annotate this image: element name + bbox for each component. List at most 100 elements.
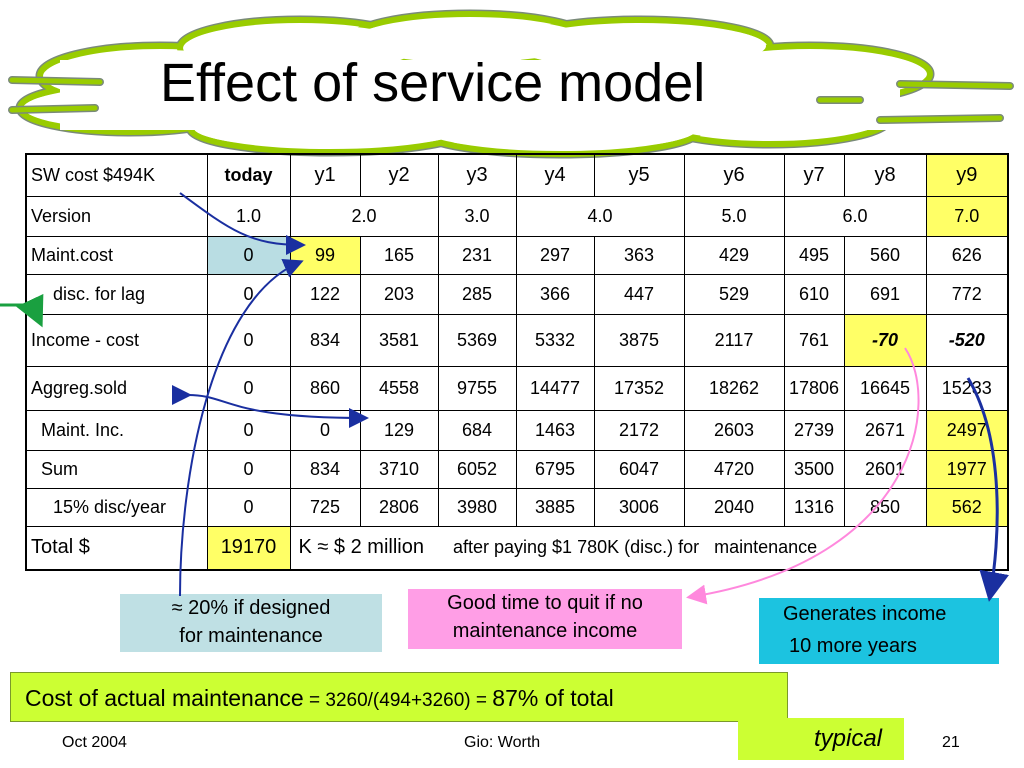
data-cell: 6052 bbox=[437, 449, 517, 489]
quit-note-line: maintenance income bbox=[452, 620, 638, 642]
version-cell: 2.0 bbox=[289, 195, 439, 237]
table-row: Maint. Inc. 0 0 129 684 1463 2172 2603 2… bbox=[25, 409, 1009, 451]
data-cell: 3980 bbox=[437, 487, 517, 527]
data-cell: 285 bbox=[437, 273, 517, 315]
data-cell: 495 bbox=[783, 235, 845, 275]
row-label: Aggreg.sold bbox=[25, 365, 208, 411]
data-cell: 2601 bbox=[843, 449, 927, 489]
version-row: Version 1.0 2.0 3.0 4.0 5.0 6.0 7.0 bbox=[25, 195, 1009, 237]
data-cell: 447 bbox=[593, 273, 685, 315]
data-cell: 2603 bbox=[683, 409, 785, 451]
data-cell: 725 bbox=[289, 487, 361, 527]
data-cell: 3875 bbox=[593, 313, 685, 367]
row-label: 15% disc/year bbox=[25, 487, 208, 527]
data-cell: 2040 bbox=[683, 487, 785, 527]
cost-formula: = 3260/(494+3260) = bbox=[303, 690, 493, 711]
data-cell: 850 bbox=[843, 487, 927, 527]
table-row: Sum 0 834 3710 6052 6795 6047 4720 3500 … bbox=[25, 449, 1009, 489]
data-cell: 297 bbox=[515, 235, 595, 275]
data-cell: 2172 bbox=[593, 409, 685, 451]
total-k: K ≈ $ 2 million bbox=[298, 536, 424, 559]
data-cell: 15233 bbox=[925, 365, 1009, 411]
income-note-line: 10 more years bbox=[789, 635, 917, 657]
year-header: y5 bbox=[593, 153, 685, 197]
year-header: y3 bbox=[437, 153, 517, 197]
year-header: y9 bbox=[925, 153, 1009, 197]
data-cell: 3006 bbox=[593, 487, 685, 527]
data-cell: 4558 bbox=[359, 365, 439, 411]
designed-note: ≈ 20% if designed for maintenance bbox=[120, 594, 382, 652]
total-summary: K ≈ $ 2 million after paying $1 780K (di… bbox=[290, 526, 1008, 570]
data-cell: 5369 bbox=[437, 313, 517, 367]
typical-label: typical bbox=[738, 718, 904, 760]
data-cell: 16645 bbox=[843, 365, 927, 411]
data-cell: 2739 bbox=[783, 409, 845, 451]
data-cell: 761 bbox=[783, 313, 845, 367]
data-cell: 0 bbox=[206, 235, 291, 275]
data-cell: 834 bbox=[289, 313, 361, 367]
table-row: disc. for lag 0 122 203 285 366 447 529 … bbox=[25, 273, 1009, 315]
data-cell: 691 bbox=[843, 273, 927, 315]
cost-summary-bar: Cost of actual maintenance = 3260/(494+3… bbox=[10, 672, 788, 722]
income-note: Generates income 10 more years bbox=[759, 598, 999, 664]
total-label: Total $ bbox=[25, 525, 208, 571]
data-cell: 626 bbox=[925, 235, 1009, 275]
total-value: 19170 bbox=[206, 525, 291, 571]
data-cell: 0 bbox=[206, 409, 291, 451]
table-row: Maint.cost 0 99 165 231 297 363 429 495 … bbox=[25, 235, 1009, 275]
version-cell: 4.0 bbox=[515, 195, 685, 237]
year-header: y2 bbox=[359, 153, 439, 197]
today-header: today bbox=[206, 153, 291, 197]
version-cell: 6.0 bbox=[783, 195, 927, 237]
row-label: Maint.cost bbox=[25, 235, 208, 275]
data-cell: 2671 bbox=[843, 409, 927, 451]
year-header: y6 bbox=[683, 153, 785, 197]
table-row: Aggreg.sold 0 860 4558 9755 14477 17352 … bbox=[25, 365, 1009, 411]
total-note: after paying $1 780K (disc.) for mainten… bbox=[452, 537, 818, 558]
data-cell: 14477 bbox=[515, 365, 595, 411]
year-header: y7 bbox=[783, 153, 845, 197]
cost-lead: Cost of actual maintenance bbox=[25, 685, 304, 711]
cost-tail: 87% of total bbox=[492, 685, 614, 711]
data-cell: 2497 bbox=[925, 409, 1009, 451]
data-cell: 363 bbox=[593, 235, 685, 275]
footer-author: Gio: Worth bbox=[464, 734, 541, 751]
data-cell: 122 bbox=[289, 273, 361, 315]
data-cell: 1316 bbox=[783, 487, 845, 527]
data-cell: 562 bbox=[925, 487, 1009, 527]
data-cell: 203 bbox=[359, 273, 439, 315]
data-cell: 0 bbox=[206, 487, 291, 527]
footer-page-number: 21 bbox=[942, 734, 960, 751]
data-cell: 860 bbox=[289, 365, 361, 411]
data-cell: 610 bbox=[783, 273, 845, 315]
version-cell: 3.0 bbox=[437, 195, 517, 237]
version-label: Version bbox=[25, 195, 208, 237]
data-cell: 0 bbox=[206, 313, 291, 367]
data-cell: 17352 bbox=[593, 365, 685, 411]
table-row: Income - cost 0 834 3581 5369 5332 3875 … bbox=[25, 313, 1009, 367]
footer-date: Oct 2004 bbox=[62, 734, 127, 751]
slide-title: Effect of service model bbox=[160, 53, 706, 113]
data-cell: 4720 bbox=[683, 449, 785, 489]
data-cell: 0 bbox=[289, 409, 361, 451]
data-cell: 1463 bbox=[515, 409, 595, 451]
data-cell: 834 bbox=[289, 449, 361, 489]
designed-note-line: ≈ 20% if designed bbox=[171, 597, 331, 619]
data-cell: 18262 bbox=[683, 365, 785, 411]
sw-cost-label: SW cost $494K bbox=[25, 153, 208, 197]
cost-table: SW cost $494K today y1 y2 y3 y4 y5 y6 y7… bbox=[25, 153, 1009, 571]
data-cell: 3885 bbox=[515, 487, 595, 527]
data-cell: 2117 bbox=[683, 313, 785, 367]
year-header: y4 bbox=[515, 153, 595, 197]
data-cell: 3500 bbox=[783, 449, 845, 489]
data-cell: 6795 bbox=[515, 449, 595, 489]
data-cell: -520 bbox=[925, 313, 1009, 367]
data-cell: 99 bbox=[289, 235, 361, 275]
data-cell: 560 bbox=[843, 235, 927, 275]
quit-note-line: Good time to quit if no bbox=[447, 592, 643, 614]
version-cell: 5.0 bbox=[683, 195, 785, 237]
data-cell: 0 bbox=[206, 365, 291, 411]
data-cell: 684 bbox=[437, 409, 517, 451]
version-cell: 1.0 bbox=[206, 195, 291, 237]
row-label: Income - cost bbox=[25, 313, 208, 367]
